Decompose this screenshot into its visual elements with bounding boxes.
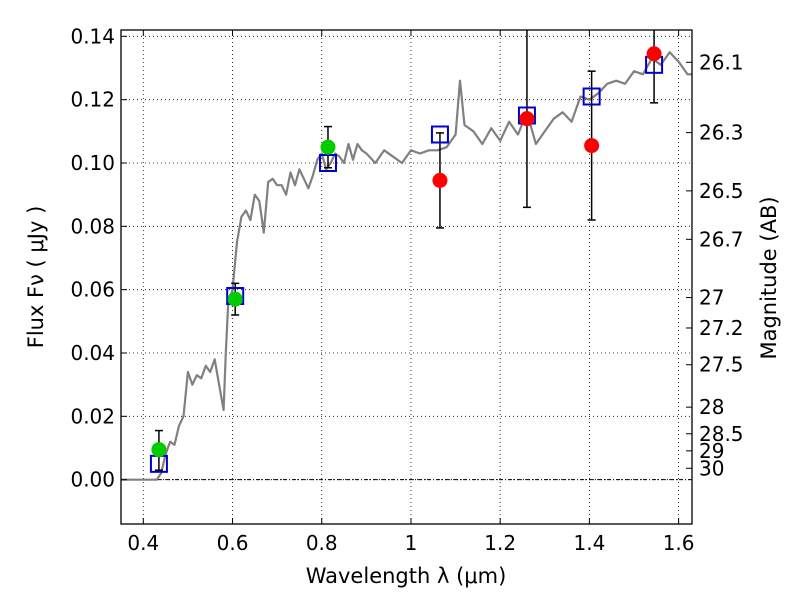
y-tick-label: 0.08: [70, 214, 115, 238]
y-tick-label: 0.06: [70, 278, 115, 302]
right-tick-label: 29: [699, 439, 724, 463]
error-bars: [154, 30, 659, 471]
y-tick-label: 0.02: [70, 404, 115, 428]
right-tick-label: 26.5: [699, 179, 744, 203]
x-tick-label: 1.2: [484, 531, 516, 555]
sed-curve: [121, 51, 692, 481]
x-axis-label: Wavelength λ (μm): [306, 564, 507, 588]
y-axis-label: Flux Fν ( μJy ): [24, 206, 48, 349]
x-tick-label: 1.6: [663, 531, 695, 555]
x-tick-label: 0.6: [217, 531, 249, 555]
y-tick-label: 0.12: [70, 88, 115, 112]
data-point: [519, 111, 535, 127]
x-tick-label: 1: [405, 531, 418, 555]
data-point: [320, 139, 336, 155]
y-tick-label: 0.00: [70, 468, 115, 492]
model-photometry-squares: [149, 55, 664, 473]
right-tick-label: 30: [699, 456, 724, 480]
data-point: [227, 291, 243, 307]
data-point: [646, 46, 662, 62]
model-photometry-square: [582, 87, 601, 106]
y-axis-label-right: Magnitude (AB): [757, 196, 781, 359]
data-point: [151, 442, 167, 458]
data-point: [432, 172, 448, 188]
y-tick-label: 0.04: [70, 341, 115, 365]
y-tick-label: 0.10: [70, 151, 115, 175]
right-tick-label: 27.5: [699, 353, 744, 377]
x-tick-label: 0.4: [127, 531, 159, 555]
model-photometry-square: [318, 154, 337, 172]
right-tick-label: 26.3: [699, 121, 744, 145]
right-tick-label: 26.1: [699, 50, 744, 74]
data-point: [584, 138, 600, 154]
x-tick-label: 1.4: [573, 531, 605, 555]
plot-frame: [120, 29, 693, 525]
tick-labels: 0.4 0.6 0.8 1 1.2 1.4 1.6 0.00 0.02 0.04 0.06 0.08 0…: [70, 24, 743, 555]
model-photometry-square: [430, 125, 449, 144]
x-tick-label: 0.8: [306, 531, 338, 555]
right-tick-label: 27.2: [699, 316, 744, 340]
axis-ticks: [121, 30, 692, 524]
model-sed-line: [121, 51, 692, 481]
y-tick-label: 0.14: [70, 24, 115, 48]
photometry-points: [151, 46, 662, 458]
grid: [121, 30, 692, 524]
right-tick-label: 26.7: [699, 227, 744, 251]
right-tick-label: 27: [699, 286, 724, 310]
right-tick-label: 28: [699, 395, 724, 419]
right-tick-label: 28.5: [699, 422, 744, 446]
